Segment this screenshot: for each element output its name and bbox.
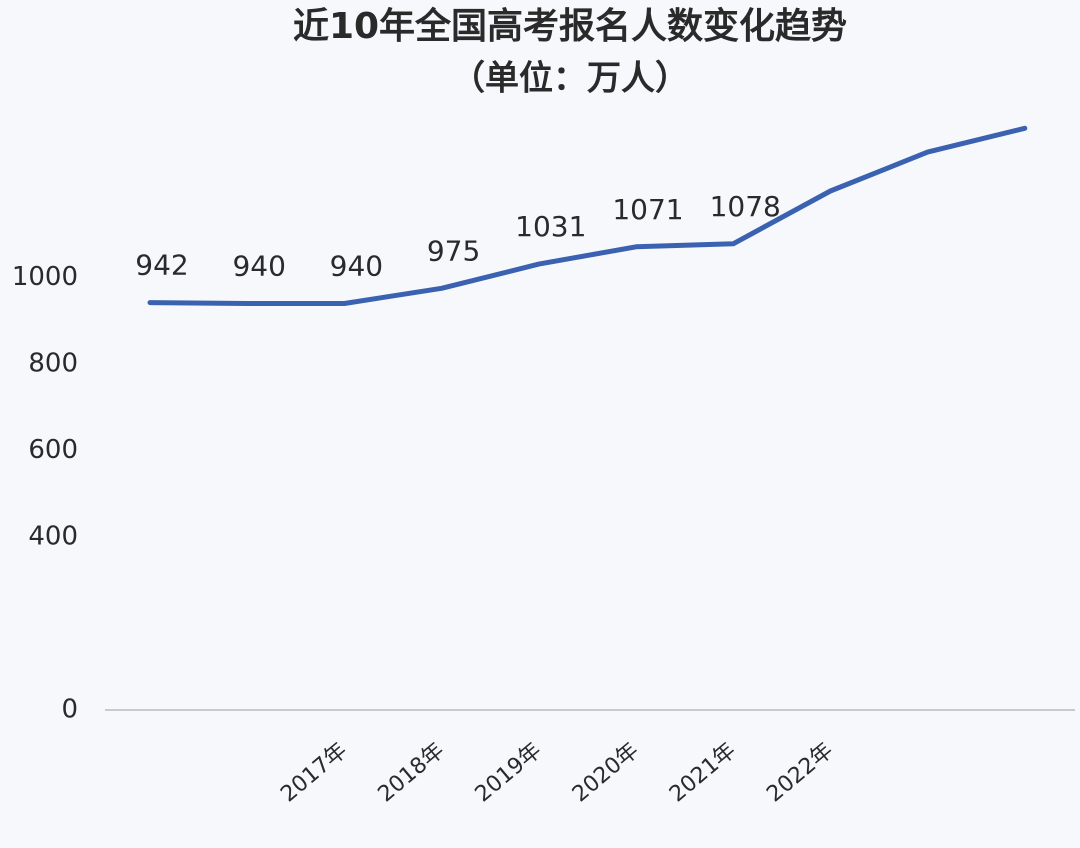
- y-tick-label: 0: [61, 695, 78, 725]
- y-tick-label: 1000: [12, 262, 78, 292]
- data-label: 940: [330, 249, 383, 282]
- y-tick-label: 800: [28, 349, 78, 379]
- y-tick-label: 600: [28, 435, 78, 465]
- data-label: 1071: [612, 193, 683, 226]
- line: [147, 125, 1028, 306]
- chart-subtitle: （单位：万人）: [451, 59, 689, 99]
- data-label: 1078: [710, 190, 781, 223]
- chart-title: 近10年全国高考报名人数变化趋势: [293, 5, 847, 47]
- data-label: 942: [135, 249, 188, 282]
- y-tick-label: 400: [28, 522, 78, 552]
- data-label: 975: [427, 234, 480, 267]
- data-label: 940: [232, 249, 285, 282]
- data-label: 1031: [515, 210, 586, 243]
